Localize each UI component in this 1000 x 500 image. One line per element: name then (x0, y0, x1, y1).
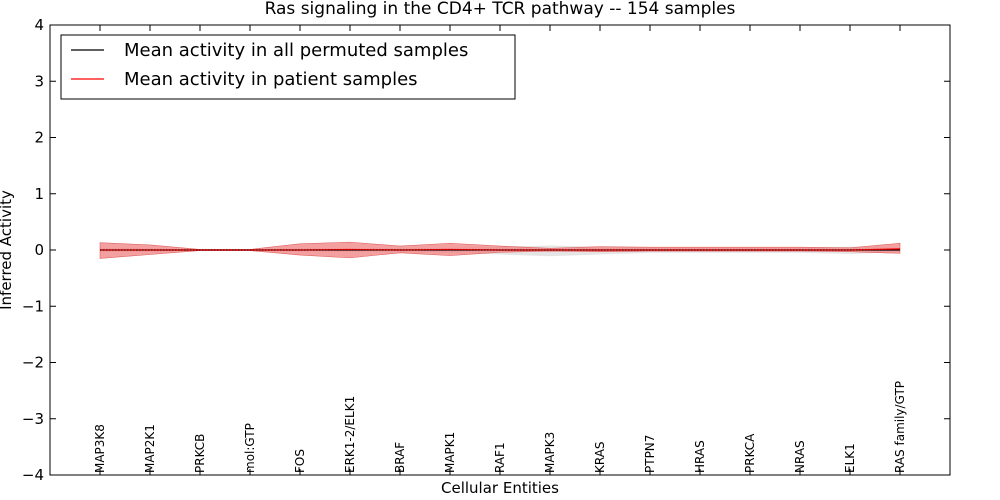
x-tick-label: ELK1 (843, 443, 857, 473)
y-tick-label: −2 (22, 354, 44, 372)
y-tick-label: −3 (22, 410, 44, 428)
legend-box (60, 34, 516, 100)
x-tick-label: KRAS (593, 441, 607, 473)
x-tick-label: ERK1-2/ELK1 (343, 396, 357, 473)
y-tick-label: 3 (34, 72, 44, 90)
legend: Mean activity in all permuted samples Me… (60, 34, 516, 100)
y-tick-label: 1 (34, 185, 44, 203)
y-tick-label: 2 (34, 129, 44, 147)
x-tick-label: mol:GTP (243, 423, 257, 473)
x-tick-label: MAPK1 (443, 432, 457, 473)
x-tick-label: NRAS (793, 440, 807, 473)
plot-frame (49, 24, 951, 476)
x-tick-label: BRAF (393, 442, 407, 473)
x-tick-label: PRKCB (193, 434, 207, 473)
x-tick-label: MAP2K1 (143, 424, 157, 473)
chart-title: Ras signaling in the CD4+ TCR pathway --… (265, 0, 736, 19)
x-tick-label: PRKCA (743, 433, 757, 473)
x-axis-label: Cellular Entities (441, 479, 559, 497)
y-tick-label: −1 (22, 297, 44, 315)
x-tick-label: PTPN7 (643, 435, 657, 473)
y-axis-label: Inferred Activity (0, 190, 15, 310)
legend-label-permuted: Mean activity in all permuted samples (124, 40, 468, 61)
x-tick-label: RAS family/GTP (893, 381, 907, 473)
x-tick-label: MAPK3 (543, 432, 557, 473)
x-tick-label: HRAS (693, 440, 707, 473)
y-tick-label: 4 (34, 16, 44, 34)
y-tick-label: 0 (34, 241, 44, 259)
x-tick-label: FOS (293, 449, 307, 473)
legend-label-patient: Mean activity in patient samples (124, 69, 418, 90)
x-tick-label: RAF1 (493, 442, 507, 473)
x-tick-label: MAP3K8 (93, 424, 107, 473)
y-tick-label: −4 (22, 466, 44, 484)
